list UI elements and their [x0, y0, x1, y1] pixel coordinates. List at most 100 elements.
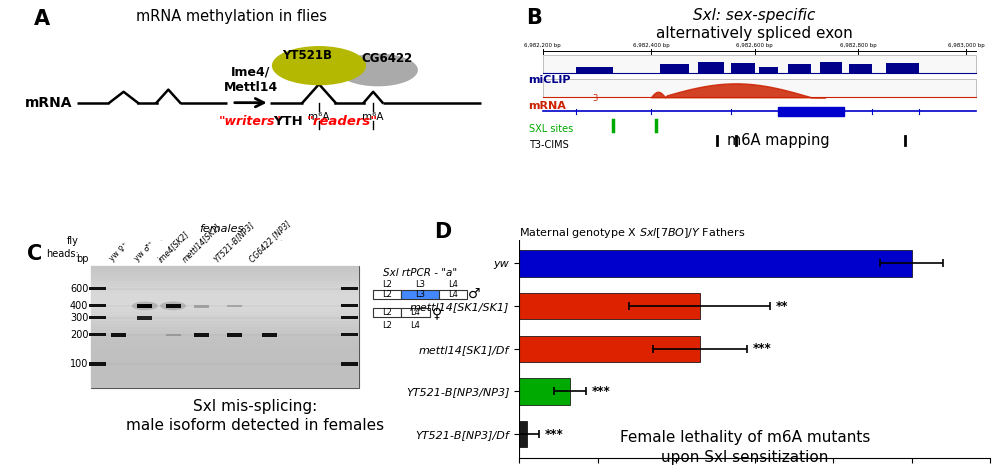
Text: L2: L2: [382, 321, 392, 330]
Text: A: A: [34, 9, 50, 29]
Text: fly
heads:: fly heads:: [46, 236, 79, 259]
Bar: [543, 79, 976, 97]
Text: mettl14[SK1]: mettl14[SK1]: [180, 221, 222, 263]
Text: 6,982,600 bp: 6,982,600 bp: [736, 42, 773, 48]
Bar: [262, 333, 277, 337]
Bar: [91, 339, 359, 342]
Bar: [91, 360, 359, 364]
Text: 200: 200: [70, 330, 88, 340]
Bar: [519, 378, 570, 405]
Text: 100: 100: [70, 359, 88, 369]
Bar: [91, 296, 359, 299]
Bar: [91, 336, 359, 339]
Text: 300: 300: [70, 313, 88, 323]
Bar: [137, 316, 152, 320]
Bar: [91, 275, 359, 278]
Bar: [89, 317, 106, 319]
Bar: [91, 378, 359, 382]
Bar: [91, 305, 359, 309]
Bar: [91, 318, 359, 321]
Text: mRNA: mRNA: [25, 96, 72, 110]
Bar: [576, 67, 613, 73]
Text: L4: L4: [411, 308, 420, 318]
Bar: [91, 269, 359, 272]
Bar: [91, 290, 359, 293]
Bar: [91, 366, 359, 370]
Bar: [137, 304, 152, 308]
Bar: [341, 287, 358, 290]
Text: T3-CIMS: T3-CIMS: [529, 140, 568, 150]
Bar: [373, 290, 401, 299]
Bar: [91, 333, 359, 336]
Text: L4: L4: [448, 290, 458, 299]
Bar: [91, 308, 359, 312]
Bar: [759, 67, 778, 73]
Text: "readers": "readers": [307, 115, 378, 127]
Bar: [91, 278, 359, 281]
Bar: [341, 317, 358, 319]
Ellipse shape: [338, 54, 418, 86]
Text: "writers": "writers": [219, 115, 282, 127]
Bar: [91, 357, 359, 361]
Text: ♂: ♂: [468, 287, 481, 301]
Bar: [341, 304, 358, 307]
Text: ime4[SK2]: ime4[SK2]: [156, 229, 190, 263]
Text: L3: L3: [415, 280, 425, 289]
Bar: [341, 333, 358, 336]
Text: Sxl rtPCR - "a": Sxl rtPCR - "a": [383, 268, 457, 277]
Bar: [91, 287, 359, 290]
Bar: [519, 293, 700, 319]
Bar: [91, 320, 359, 324]
Bar: [91, 314, 359, 318]
Bar: [91, 284, 359, 287]
Bar: [91, 326, 359, 330]
Bar: [89, 333, 106, 336]
Bar: [194, 333, 209, 337]
Bar: [91, 363, 359, 367]
Text: L4: L4: [411, 321, 420, 330]
Text: bp: bp: [76, 254, 88, 264]
Text: 6,982,200 bp: 6,982,200 bp: [524, 42, 561, 48]
Bar: [91, 375, 359, 379]
Bar: [660, 64, 689, 73]
Text: 3: 3: [592, 94, 597, 103]
Bar: [519, 335, 700, 362]
Text: YT521B: YT521B: [282, 50, 332, 63]
Text: CG6422 [NP3]: CG6422 [NP3]: [247, 219, 292, 263]
Ellipse shape: [160, 302, 186, 310]
Text: ***: ***: [592, 385, 610, 398]
Ellipse shape: [132, 302, 158, 310]
Text: females: females: [199, 224, 243, 234]
Bar: [91, 382, 359, 385]
Text: 6,982,800 bp: 6,982,800 bp: [840, 42, 877, 48]
Bar: [401, 308, 430, 318]
Text: YTH: YTH: [273, 115, 307, 127]
Text: ***: ***: [545, 428, 563, 441]
Bar: [731, 63, 755, 73]
Bar: [341, 362, 358, 366]
Bar: [439, 290, 467, 299]
Bar: [91, 372, 359, 376]
Bar: [91, 281, 359, 284]
Bar: [91, 302, 359, 305]
Bar: [401, 290, 439, 299]
Text: m6A mapping: m6A mapping: [727, 133, 829, 149]
Text: mRNA methylation in flies: mRNA methylation in flies: [136, 9, 327, 24]
Bar: [91, 311, 359, 315]
Bar: [91, 299, 359, 303]
Text: ***: ***: [753, 342, 771, 355]
Bar: [91, 342, 359, 345]
Bar: [89, 362, 106, 366]
Bar: [91, 266, 359, 269]
Text: mRNA: mRNA: [529, 101, 566, 111]
Bar: [778, 106, 844, 116]
Text: L2: L2: [382, 308, 392, 318]
Text: 3: 3: [592, 67, 597, 76]
Bar: [91, 348, 359, 351]
Bar: [373, 308, 401, 318]
Text: male isoform detected in females: male isoform detected in females: [126, 418, 384, 433]
Bar: [91, 384, 359, 388]
Bar: [91, 354, 359, 357]
Bar: [788, 64, 811, 73]
Text: L3: L3: [415, 290, 425, 299]
